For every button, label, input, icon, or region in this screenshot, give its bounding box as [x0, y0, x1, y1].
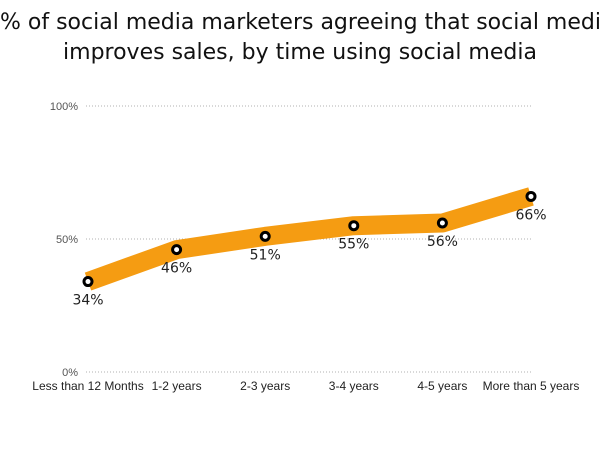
data-label: 51%: [250, 247, 281, 263]
y-tick-label: 100%: [50, 101, 78, 113]
data-point-marker: [348, 220, 360, 232]
data-labels: 34% 46% 51% 55% 56% 66%: [72, 207, 546, 308]
data-markers: [82, 190, 537, 288]
chart-title-line-1: % of social media marketers agreeing tha…: [0, 10, 600, 35]
data-point-marker: [436, 217, 448, 229]
x-axis-ticks: Less than 12 Months 1-2 years 2-3 years 3-4…: [32, 379, 579, 393]
x-tick-label: Less than 12 Months: [32, 379, 143, 393]
data-label: 66%: [515, 207, 546, 223]
y-tick-label: 50%: [56, 234, 78, 246]
data-point-marker: [259, 230, 271, 242]
x-tick-label: 4-5 years: [417, 379, 467, 393]
data-label: 34%: [72, 293, 103, 309]
series-line-path: [84, 187, 534, 291]
x-tick-label: More than 5 years: [483, 379, 580, 393]
x-tick-label: 2-3 years: [240, 379, 290, 393]
data-point-marker: [82, 276, 94, 288]
y-axis-ticks: 0% 50% 100%: [50, 101, 78, 379]
data-point-marker: [525, 190, 537, 202]
x-tick-label: 3-4 years: [329, 379, 379, 393]
data-label: 46%: [161, 261, 192, 277]
y-tick-label: 0%: [62, 367, 78, 379]
chart-title: % of social media marketers agreeing tha…: [0, 8, 600, 68]
data-label: 56%: [427, 234, 458, 250]
x-tick-label: 1-2 years: [152, 379, 202, 393]
data-point-marker: [171, 244, 183, 256]
data-label: 55%: [338, 237, 369, 253]
series-line: [84, 187, 534, 291]
chart-title-line-2: improves sales, by time using social med…: [63, 40, 537, 65]
